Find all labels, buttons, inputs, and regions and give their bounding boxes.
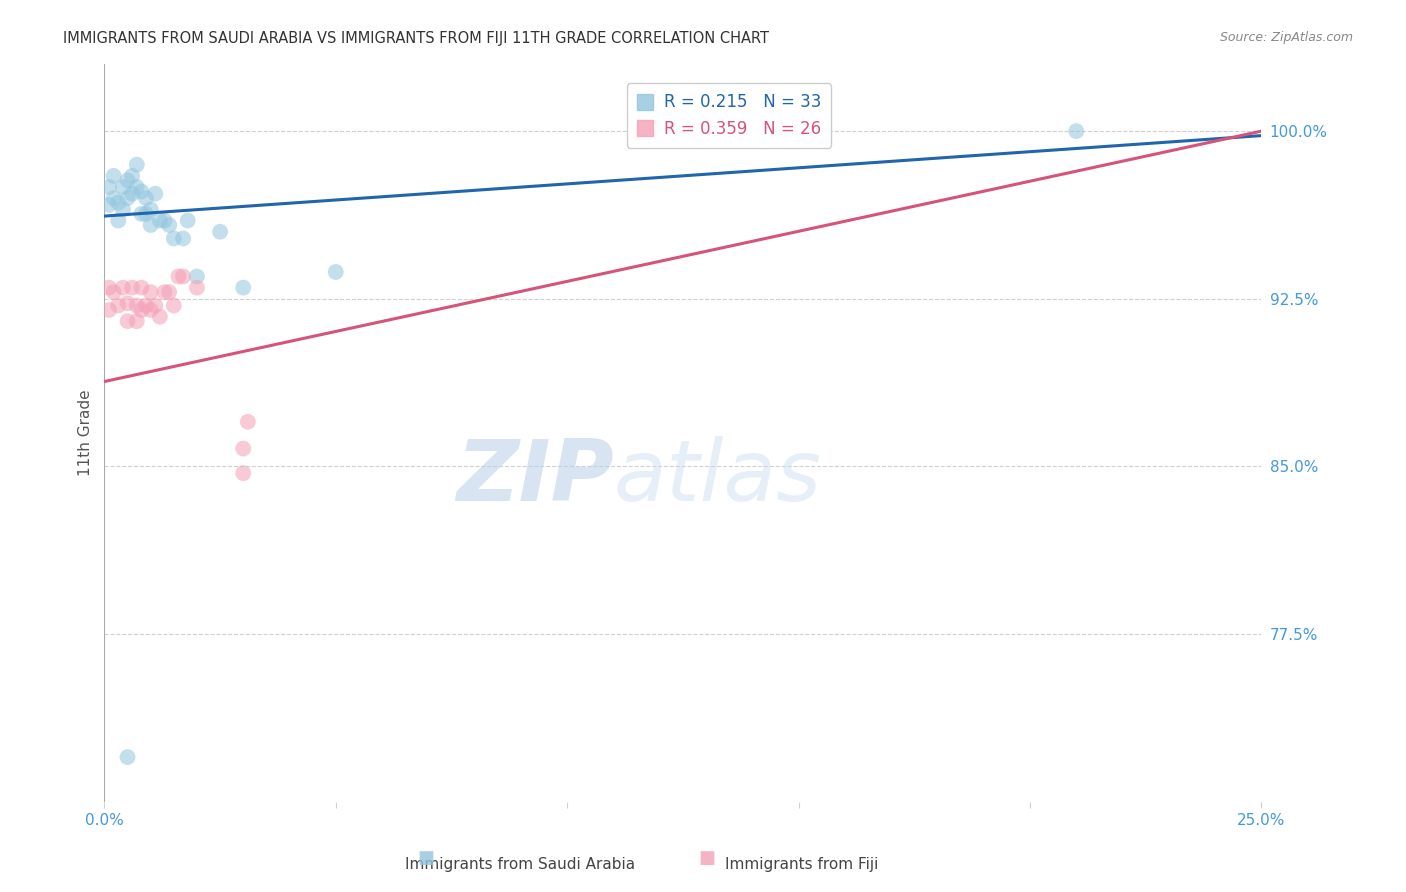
Point (163, 231, 186, 245)
Text: Immigrants from Saudi Arabia: Immigrants from Saudi Arabia (405, 857, 636, 872)
Point (117, 314, 139, 328)
Point (98, 303, 121, 318)
Point (153, 213, 176, 227)
Point (121, 169, 143, 183)
Point (157, 285, 180, 299)
Point (232, 280, 254, 294)
Point (125, 158, 148, 172)
Point (143, 186, 166, 201)
Point (117, 296, 139, 310)
Point (139, 218, 162, 232)
Point (149, 310, 172, 324)
Point (103, 191, 125, 205)
Point (139, 303, 162, 318)
Point (103, 169, 125, 183)
Point (163, 299, 186, 313)
Point (125, 314, 148, 328)
Point (111, 280, 134, 294)
Text: ■: ■ (418, 849, 434, 867)
Point (143, 299, 166, 313)
Point (172, 231, 194, 245)
Point (135, 191, 157, 205)
Point (236, 415, 259, 429)
Point (107, 213, 129, 227)
Point (125, 299, 148, 313)
Text: Immigrants from Fiji: Immigrants from Fiji (724, 857, 879, 872)
Point (98, 198, 121, 212)
Text: atlas: atlas (613, 435, 821, 519)
Point (135, 299, 157, 313)
Point (107, 195, 129, 210)
Point (139, 285, 162, 299)
Point (121, 186, 143, 201)
Text: ■: ■ (699, 849, 716, 867)
Point (135, 207, 157, 221)
Point (149, 213, 172, 227)
Point (209, 225, 232, 239)
Point (325, 265, 347, 279)
Point (186, 269, 208, 284)
Point (125, 180, 148, 194)
Y-axis label: 11th Grade: 11th Grade (79, 390, 93, 476)
Point (232, 442, 254, 456)
Point (153, 285, 176, 299)
Point (107, 299, 129, 313)
Point (176, 213, 198, 227)
Point (1064, 124, 1087, 138)
Point (157, 218, 180, 232)
Text: IMMIGRANTS FROM SAUDI ARABIA VS IMMIGRANTS FROM FIJI 11TH GRADE CORRELATION CHAR: IMMIGRANTS FROM SAUDI ARABIA VS IMMIGRAN… (63, 31, 769, 46)
Point (103, 285, 125, 299)
Text: Source: ZipAtlas.com: Source: ZipAtlas.com (1219, 31, 1353, 45)
Point (117, 173, 139, 187)
Point (111, 180, 134, 194)
Point (139, 202, 162, 217)
Point (98, 180, 121, 194)
Point (186, 280, 208, 294)
Legend: R = 0.215   N = 33, R = 0.359   N = 26: R = 0.215 N = 33, R = 0.359 N = 26 (627, 84, 831, 148)
Point (117, 750, 139, 764)
Point (167, 269, 190, 284)
Point (131, 185, 153, 199)
Point (131, 280, 153, 294)
Point (232, 466, 254, 480)
Point (98, 280, 121, 294)
Point (117, 191, 139, 205)
Point (111, 202, 134, 217)
Point (131, 207, 153, 221)
Point (121, 280, 143, 294)
Point (131, 303, 153, 318)
Text: ZIP: ZIP (456, 435, 613, 519)
Point (172, 269, 194, 284)
